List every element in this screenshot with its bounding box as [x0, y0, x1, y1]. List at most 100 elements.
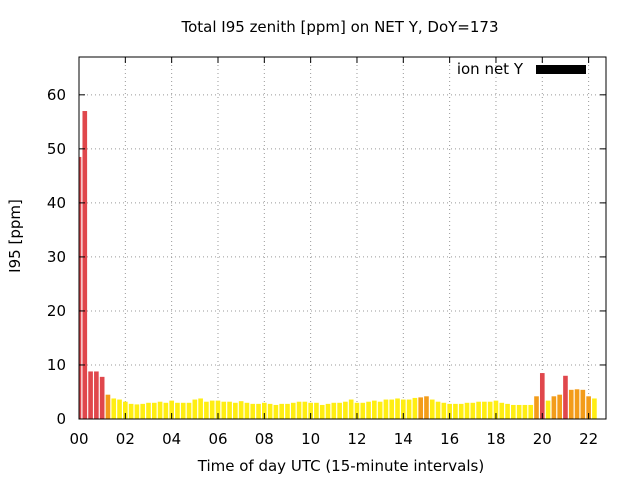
bar: [476, 401, 481, 419]
bar: [302, 401, 308, 419]
bar: [221, 401, 227, 419]
bar: [586, 396, 591, 419]
bar: [82, 111, 88, 420]
bar: [325, 403, 331, 419]
bar: [79, 156, 82, 419]
y-tick-label: 50: [47, 140, 66, 158]
y-tick-label: 40: [47, 194, 66, 212]
x-tick-label: 08: [255, 430, 274, 448]
bars: [79, 111, 597, 420]
bar: [377, 401, 383, 419]
bar: [348, 399, 354, 419]
bar: [238, 401, 244, 419]
bar: [256, 403, 261, 419]
bar: [319, 404, 325, 419]
bar: [140, 403, 146, 419]
bar: [505, 403, 510, 419]
bar: [574, 389, 580, 419]
gridlines: [79, 57, 606, 419]
bar: [175, 402, 180, 419]
bar: [458, 403, 464, 419]
bar: [215, 400, 221, 419]
bar: [592, 398, 597, 419]
x-tick-label: 10: [301, 430, 320, 448]
bar: [273, 404, 279, 419]
y-tick-label: 60: [47, 86, 66, 104]
bar: [279, 403, 285, 419]
bar: [314, 402, 319, 419]
bar: [395, 398, 400, 419]
bar: [128, 403, 134, 419]
bar: [354, 402, 360, 419]
bar: [580, 389, 586, 419]
bar: [163, 402, 169, 419]
bar: [418, 397, 423, 419]
legend: ion net Y: [457, 60, 586, 78]
legend-swatch: [536, 65, 586, 74]
bar: [406, 399, 412, 419]
bar: [470, 402, 476, 419]
y-tick-label: 10: [47, 356, 66, 374]
bar: [511, 404, 516, 419]
bar: [105, 394, 111, 419]
bar: [99, 376, 105, 419]
bar: [429, 399, 435, 419]
bar: [88, 371, 93, 419]
bar: [551, 396, 557, 419]
bar: [557, 394, 562, 419]
x-tick-label: 14: [394, 430, 413, 448]
bar: [308, 402, 313, 419]
bar: [296, 401, 302, 419]
x-tick-label: 12: [347, 430, 366, 448]
bar: [204, 401, 209, 419]
x-tick-label: 04: [162, 430, 181, 448]
bar: [389, 399, 395, 419]
bar: [180, 402, 186, 419]
bar: [482, 401, 487, 419]
bar: [383, 399, 389, 419]
bar: [331, 402, 337, 419]
bar: [372, 400, 377, 419]
bar: [516, 404, 522, 419]
bar: [290, 402, 296, 419]
bar: [209, 400, 215, 419]
bar: [267, 403, 273, 419]
bar: [412, 397, 418, 419]
bar: [250, 403, 256, 419]
bar: [464, 402, 470, 419]
bar: [157, 401, 163, 419]
bar: [244, 402, 250, 419]
bar: [528, 404, 534, 419]
bar: [487, 401, 493, 419]
bar: [285, 403, 290, 419]
y-axis-label: I95 [ppm]: [6, 199, 24, 273]
bar: [192, 399, 198, 419]
axis-ticks: 0 10 20 30 40 50 60 00 02 04 06 08 10 12 14 16 18 20 22: [47, 57, 606, 448]
bar: [453, 403, 458, 419]
bar: [568, 389, 574, 419]
y-tick-label: 30: [47, 248, 66, 266]
bar: [366, 401, 371, 419]
bar: [539, 373, 545, 419]
bar: [424, 396, 429, 419]
y-tick-label: 0: [56, 410, 66, 428]
bar: [441, 402, 447, 419]
x-tick-label: 22: [579, 430, 598, 448]
bar: [123, 401, 128, 419]
bar: [111, 398, 117, 419]
bar: [151, 402, 157, 419]
bar: [198, 398, 203, 419]
bar: [563, 375, 568, 419]
x-tick-label: 06: [208, 430, 227, 448]
bar: [435, 401, 441, 419]
bar: [233, 402, 238, 419]
bar: [493, 400, 499, 419]
x-tick-label: 20: [533, 430, 552, 448]
chart-title: Total I95 zenith [ppm] on NET Y, DoY=173: [180, 18, 498, 36]
bar: [360, 402, 366, 419]
bar: [262, 402, 267, 419]
bar: [94, 371, 99, 419]
bar: [186, 402, 192, 419]
bar: [337, 402, 342, 419]
